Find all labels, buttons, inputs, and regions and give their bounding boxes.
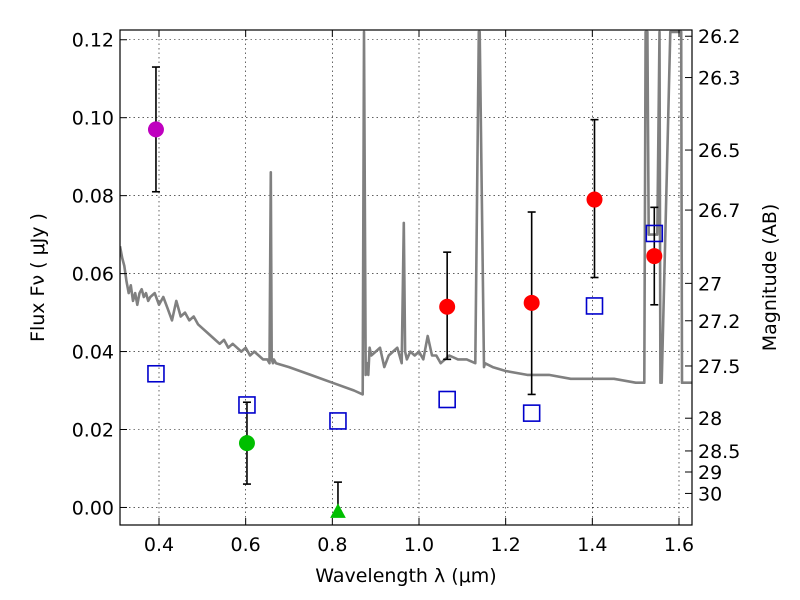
- x-tick-label: 0.8: [317, 534, 347, 556]
- mag-tick-label: 26.3: [698, 68, 740, 90]
- model-photometry-square: [585, 297, 604, 315]
- y-tick-label: 0.02: [72, 420, 114, 442]
- y-tick-label: 0.08: [72, 186, 114, 208]
- model-sed-line: [120, 30, 692, 396]
- grid: [120, 30, 692, 525]
- model-photometry-square: [147, 364, 165, 383]
- mag-tick-label: 30: [698, 483, 722, 505]
- axis-ticks: 0.4 0.6 0.8 1.0 1.2 1.4 1.6 0.00 0.02 0.04 0.06 0.0…: [72, 26, 741, 556]
- x-axis-label: Wavelength λ (μm): [315, 565, 496, 587]
- upper-limit-triangle: [330, 503, 346, 518]
- x-tick-label: 1.0: [404, 534, 434, 556]
- mag-tick-label: 27.5: [698, 356, 740, 378]
- y-axis-label: Flux Fν ( μJy ): [27, 213, 49, 342]
- x-tick-label: 1.6: [664, 534, 694, 556]
- plot-data: [120, 30, 692, 518]
- mag-tick-label: 27: [698, 273, 722, 295]
- y-tick-label: 0.10: [72, 108, 114, 130]
- data-point: [586, 191, 603, 208]
- model-photometry-square: [238, 396, 256, 414]
- mag-tick-label: 27.2: [698, 311, 740, 333]
- mag-tick-label: 28.5: [698, 441, 740, 463]
- model-photometry-square: [522, 404, 541, 422]
- plot-frame: [119, 29, 693, 526]
- mag-tick-label: 26.7: [698, 200, 740, 222]
- model-photometry-square: [329, 412, 347, 430]
- y-tick-label: 0.04: [72, 342, 114, 364]
- y-tick-label: 0.00: [72, 497, 114, 519]
- y-tick-label: 0.06: [72, 264, 114, 286]
- data-point: [523, 294, 540, 311]
- mag-tick-label: 29: [698, 462, 722, 484]
- model-photometry-square: [438, 390, 456, 409]
- data-point: [147, 121, 164, 138]
- x-tick-label: 0.6: [231, 534, 261, 556]
- x-tick-label: 1.2: [491, 534, 521, 556]
- y-tick-label: 0.12: [72, 30, 114, 52]
- mag-tick-label: 28: [698, 408, 722, 430]
- mag-tick-label: 26.5: [698, 140, 740, 162]
- mag-tick-label: 26.2: [698, 26, 740, 48]
- data-point: [439, 298, 456, 315]
- model-photometry-square: [645, 224, 664, 243]
- x-tick-label: 0.4: [144, 534, 174, 556]
- data-point: [238, 435, 255, 452]
- x-tick-label: 1.4: [577, 534, 607, 556]
- data-point: [646, 248, 663, 265]
- right-axis-label: Magnitude (AB): [759, 204, 781, 352]
